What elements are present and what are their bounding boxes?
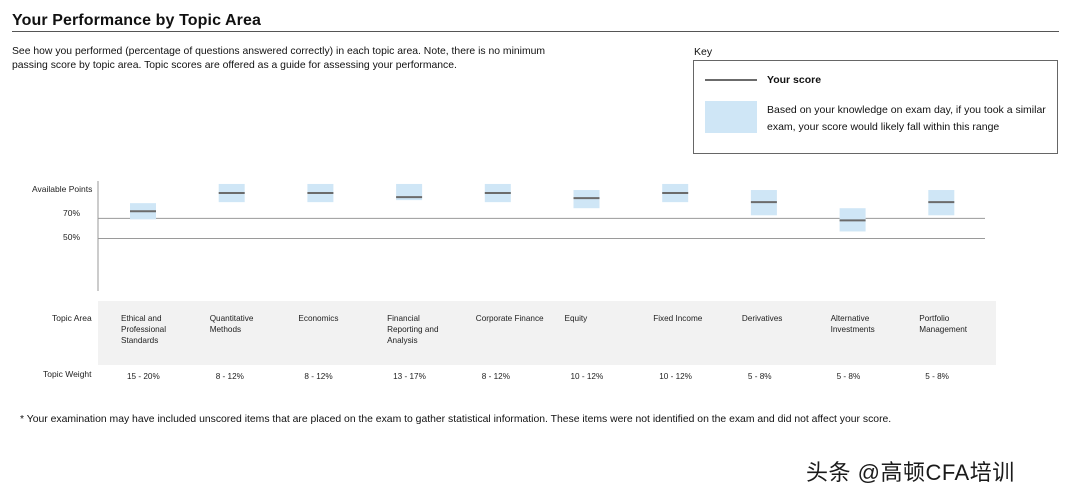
y-tick-available-points: Available Points [32,184,93,194]
topic-weight: 5 - 8% [925,372,949,381]
topic-name: Quantitative Methods [209,314,254,334]
topic-name: Corporate Finance [475,314,544,323]
topic-name: Derivatives [741,314,783,323]
topic-weight: 5 - 8% [836,372,861,381]
topic-area-row-label: Topic Area [52,313,92,323]
key-range-swatch [705,101,757,133]
intro-text: See how you performed (percentage of que… [12,46,546,71]
topic-name: Economics [298,314,339,323]
topic-weight: 10 - 12% [659,372,692,381]
page-title: Your Performance by Topic Area [12,12,261,29]
score-range-band [573,190,600,209]
key-label: Key [694,46,713,58]
topic-weight: 5 - 8% [747,372,772,381]
key-score-line [705,79,757,81]
topic-weight: 8 - 12% [215,372,244,381]
score-range-band [396,183,423,201]
key-range-label: Based on your knowledge on exam day, if … [767,104,1046,133]
y-tick-50: 50% [63,232,81,242]
topic-name: Ethical and Professional Standards [121,314,167,345]
topic-name: Alternative Investments [830,314,875,334]
topic-weight: 13 - 17% [393,372,426,381]
topic-name: Financial Reporting and Analysis [387,314,439,345]
topic-weight: 10 - 12% [570,372,604,381]
key-score-label: Your score [767,74,822,86]
topic-table-background [98,301,996,365]
topic-weight: 15 - 20% [127,372,160,381]
topic-weight: 8 - 12% [304,372,333,381]
topic-name: Portfolio Management [919,314,968,334]
topic-weight-row-label: Topic Weight [43,369,92,379]
title-divider [12,31,1059,32]
watermark: 头条 @高顿CFA培训 [806,460,1015,485]
key-box: Your score Based on your knowledge on ex… [693,60,1058,154]
y-tick-70: 70% [63,208,81,218]
topic-name: Fixed Income [653,314,703,323]
topic-weight: 8 - 12% [481,372,511,381]
footnote: * Your examination may have included uns… [20,414,892,425]
topic-name: Equity [564,314,588,323]
